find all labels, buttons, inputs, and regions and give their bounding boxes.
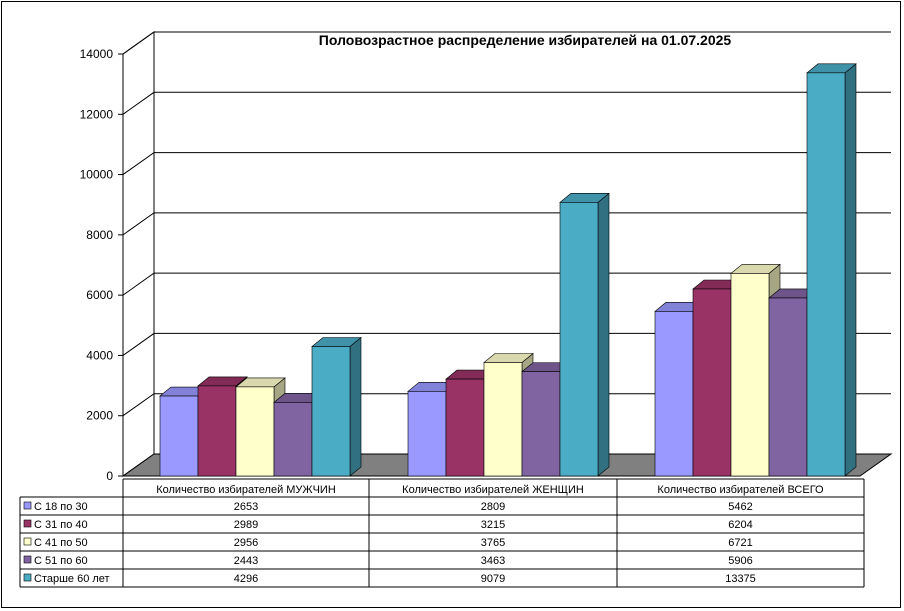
y-tick-label: 6000 (86, 288, 113, 302)
data-table-cell: 3215 (481, 519, 505, 531)
gridline (122, 152, 891, 175)
y-tick-label: 10000 (80, 168, 114, 182)
gridline (122, 393, 891, 417)
category-header: Количество избирателей ЖЕНЩИН (402, 484, 584, 496)
y-tick-label: 14000 (80, 47, 114, 61)
legend-key (23, 573, 32, 582)
y-tick-label: 8000 (86, 228, 113, 242)
y-tick-label: 2000 (86, 409, 113, 423)
gridline (122, 31, 891, 55)
bar (806, 63, 857, 477)
legend-label: С 31 по 40 (34, 519, 88, 531)
data-table-cell: 6204 (728, 519, 752, 531)
gridlines (122, 31, 891, 417)
y-tick-label: 12000 (80, 107, 114, 121)
legend-key (23, 501, 32, 510)
data-table-cell: 13375 (725, 573, 756, 585)
category-header: Количество избирателей ВСЕГО (657, 484, 824, 496)
legend-label: Старше 60 лет (34, 573, 110, 585)
chart-title: Половозрастное распределение избирателей… (319, 32, 732, 48)
data-table-cell: 5462 (728, 501, 752, 513)
data-table-cell: 4296 (234, 573, 258, 585)
side-wall (122, 31, 155, 477)
gridline (122, 332, 891, 356)
y-tick-label: 0 (106, 469, 113, 483)
legend-label: С 51 по 60 (34, 555, 88, 567)
data-table-cell: 3765 (481, 537, 505, 549)
gridline (122, 91, 891, 115)
data-table-cell: 2809 (481, 501, 505, 513)
data-table-cell: 5906 (728, 555, 752, 567)
legend-key (23, 537, 32, 546)
data-table-cell: 6721 (728, 537, 752, 549)
bar (559, 192, 610, 477)
y-axis-ticks: 0 2000 4000 6000 8000 10000 12000 14000 (80, 47, 124, 483)
gridline (122, 272, 891, 296)
data-table-cell: 2956 (234, 537, 258, 549)
bars (159, 63, 857, 477)
data-table-cell: 3463 (481, 555, 505, 567)
legend-label: С 41 по 50 (34, 537, 88, 549)
gridline (122, 212, 891, 236)
legend-label: С 18 по 30 (34, 501, 88, 513)
legend-key (23, 555, 32, 564)
y-tick-label: 4000 (86, 348, 113, 362)
data-table-cell: 2653 (234, 501, 258, 513)
data-table-cell: 2443 (234, 555, 258, 567)
data-table: Количество избирателей МУЖЧИН Количество … (19, 478, 865, 588)
data-table-cell: 2989 (234, 519, 258, 531)
category-header: Количество избирателей МУЖЧИН (156, 484, 336, 496)
data-table-cell: 9079 (481, 573, 505, 585)
bar (311, 336, 362, 477)
legend-key (23, 519, 32, 528)
